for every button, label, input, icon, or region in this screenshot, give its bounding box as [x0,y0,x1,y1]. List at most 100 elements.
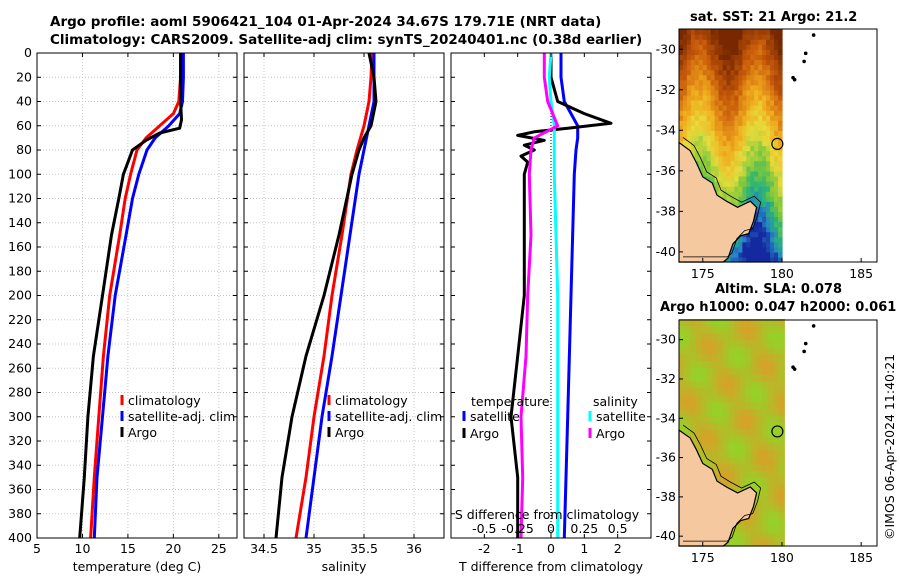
x-tick-label: -1 [511,541,523,556]
field-cell [766,150,771,157]
field-cell [774,236,779,243]
field-cell [690,367,697,375]
field-cell [751,525,758,533]
field-cell [750,130,755,136]
field-cell [726,59,732,66]
field-cell [750,231,755,238]
field-cell [730,59,736,66]
field-cell [679,105,684,111]
field-cell [706,125,712,131]
field-cell [758,39,763,45]
field-cell [778,221,783,228]
field-cell [730,165,736,172]
field-cell [750,120,755,126]
field-cell [726,150,732,157]
field-cell [758,110,763,116]
field-cell [679,99,684,106]
field-cell [762,39,767,45]
field-cell [702,150,708,157]
field-cell [686,94,692,101]
field-cell [717,380,724,389]
field-cell [754,34,759,40]
field-cell [766,110,771,116]
field-cell [762,145,767,152]
field-cell [778,186,783,192]
field-cell [754,115,759,121]
field-cell [746,54,751,60]
field-cell [726,115,732,121]
field-cell [778,206,783,212]
field-cell [746,34,751,40]
field-cell [766,69,771,76]
field-cell [758,69,763,76]
x-tick-label: 1 [580,541,588,556]
field-cell [698,140,704,147]
field-cell [766,59,771,66]
field-cell [778,39,783,45]
x-tick-label: 25 [211,541,227,556]
field-cell [774,120,779,126]
field-cell [683,79,688,86]
field-cell [762,211,767,217]
field-cell [712,374,719,382]
field-cell [734,246,739,253]
field-cell [742,246,747,253]
field-cell [690,79,696,86]
field-cell [754,64,759,71]
sst-map-title: sat. SST: 21 Argo: 21.2 [690,10,858,25]
map-y-tick-label: -32 [656,82,676,97]
field-cell [698,79,704,86]
field-cell [767,449,774,458]
field-cell [762,201,767,207]
field-cell [738,145,743,152]
field-cell [726,44,732,50]
field-cell [754,84,759,91]
field-cell [706,175,712,182]
field-cell [706,429,713,437]
field-cell [730,29,736,35]
field-cell [698,115,704,121]
field-cell [762,231,767,238]
field-cell [778,89,783,96]
field-cell [740,435,747,444]
field-cell [766,44,771,50]
field-cell [706,155,712,162]
field-cell [686,99,692,106]
y-tick-label: 300 [8,409,32,424]
field-cell [717,477,724,485]
field-cell [679,125,684,131]
field-cell [751,463,758,471]
field-cell [766,206,771,212]
field-cell [706,374,713,382]
field-cell [718,160,724,167]
field-cell [718,79,724,86]
field-cell [774,74,779,81]
field-cell [778,401,785,410]
field-cell [726,105,732,111]
field-cell [726,120,732,126]
field-cell [723,463,730,471]
field-cell [774,115,779,121]
field-cell [745,353,752,361]
field-cell [690,64,696,71]
field-cell [750,186,755,192]
field-cell [754,231,759,238]
field-cell [778,175,783,182]
field-cell [745,319,752,327]
field-cell [751,319,758,327]
field-cell [702,89,708,96]
y-tick-label: 240 [8,336,32,351]
field-cell [710,125,716,131]
field-cell [702,125,708,131]
field-cell [754,49,759,55]
sla-map-title-1: Altim. SLA: 0.078 [715,282,842,297]
field-cell [746,74,751,81]
top-x-tick-label: 0 [547,521,555,536]
field-cell [778,380,785,389]
field-cell [702,44,708,50]
field-cell [734,34,739,40]
field-cell [679,130,684,136]
field-cell [762,332,769,341]
field-cell [679,110,684,116]
field-cell [774,79,779,86]
